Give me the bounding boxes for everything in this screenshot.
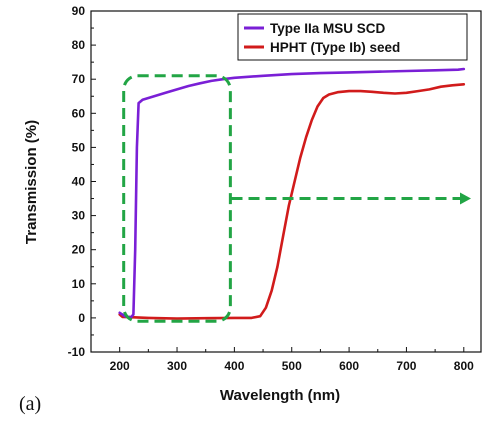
series-lines — [118, 67, 466, 320]
y-tick-label: -10 — [68, 345, 86, 359]
legend: Type IIa MSU SCD HPHT (Type Ib) seed — [237, 13, 468, 61]
y-tick-label: 30 — [72, 209, 86, 223]
y-tick-label: 0 — [78, 311, 85, 325]
y-tick-label: 60 — [72, 106, 86, 120]
y-tick-label: 10 — [72, 277, 86, 291]
x-tick-label: 300 — [167, 359, 187, 373]
legend-label-hpht: HPHT (Type Ib) seed — [270, 40, 400, 55]
series-line-type-iia — [118, 67, 466, 319]
y-tick-label: 50 — [72, 140, 86, 154]
y-tick-label: 70 — [72, 72, 86, 86]
y-tick-label: 90 — [72, 4, 86, 18]
y-axis-title: Transmission (%) — [23, 120, 40, 244]
legend-box — [237, 13, 468, 61]
x-tick-label: 500 — [282, 359, 302, 373]
x-tick-label: 400 — [224, 359, 244, 373]
x-tick-label: 800 — [454, 359, 474, 373]
legend-label-type-iia: Type IIa MSU SCD — [270, 21, 386, 36]
y-axis-ticks: -10 0 10 20 30 40 50 60 70 80 90 — [68, 4, 96, 359]
highlight-box — [122, 74, 232, 323]
panel-label: (a) — [19, 393, 41, 415]
x-tick-label: 700 — [396, 359, 416, 373]
x-axis-title: Wavelength (nm) — [220, 387, 340, 404]
x-tick-label: 600 — [339, 359, 359, 373]
x-axis-ticks: 200 300 400 500 600 700 800 — [110, 347, 474, 373]
plot-frame — [90, 10, 482, 353]
y-tick-label: 40 — [72, 175, 86, 189]
y-tick-label: 20 — [72, 243, 86, 257]
annotations — [122, 74, 471, 323]
y-tick-label: 80 — [72, 38, 86, 52]
x-tick-label: 200 — [110, 359, 130, 373]
arrow-head — [460, 192, 471, 205]
series-line-hpht — [118, 83, 466, 320]
